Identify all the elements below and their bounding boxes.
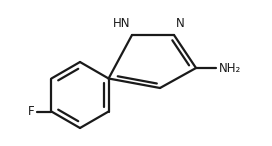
Text: N: N [176, 17, 185, 30]
Text: NH₂: NH₂ [219, 61, 241, 74]
Text: HN: HN [113, 17, 130, 30]
Text: F: F [28, 105, 35, 118]
